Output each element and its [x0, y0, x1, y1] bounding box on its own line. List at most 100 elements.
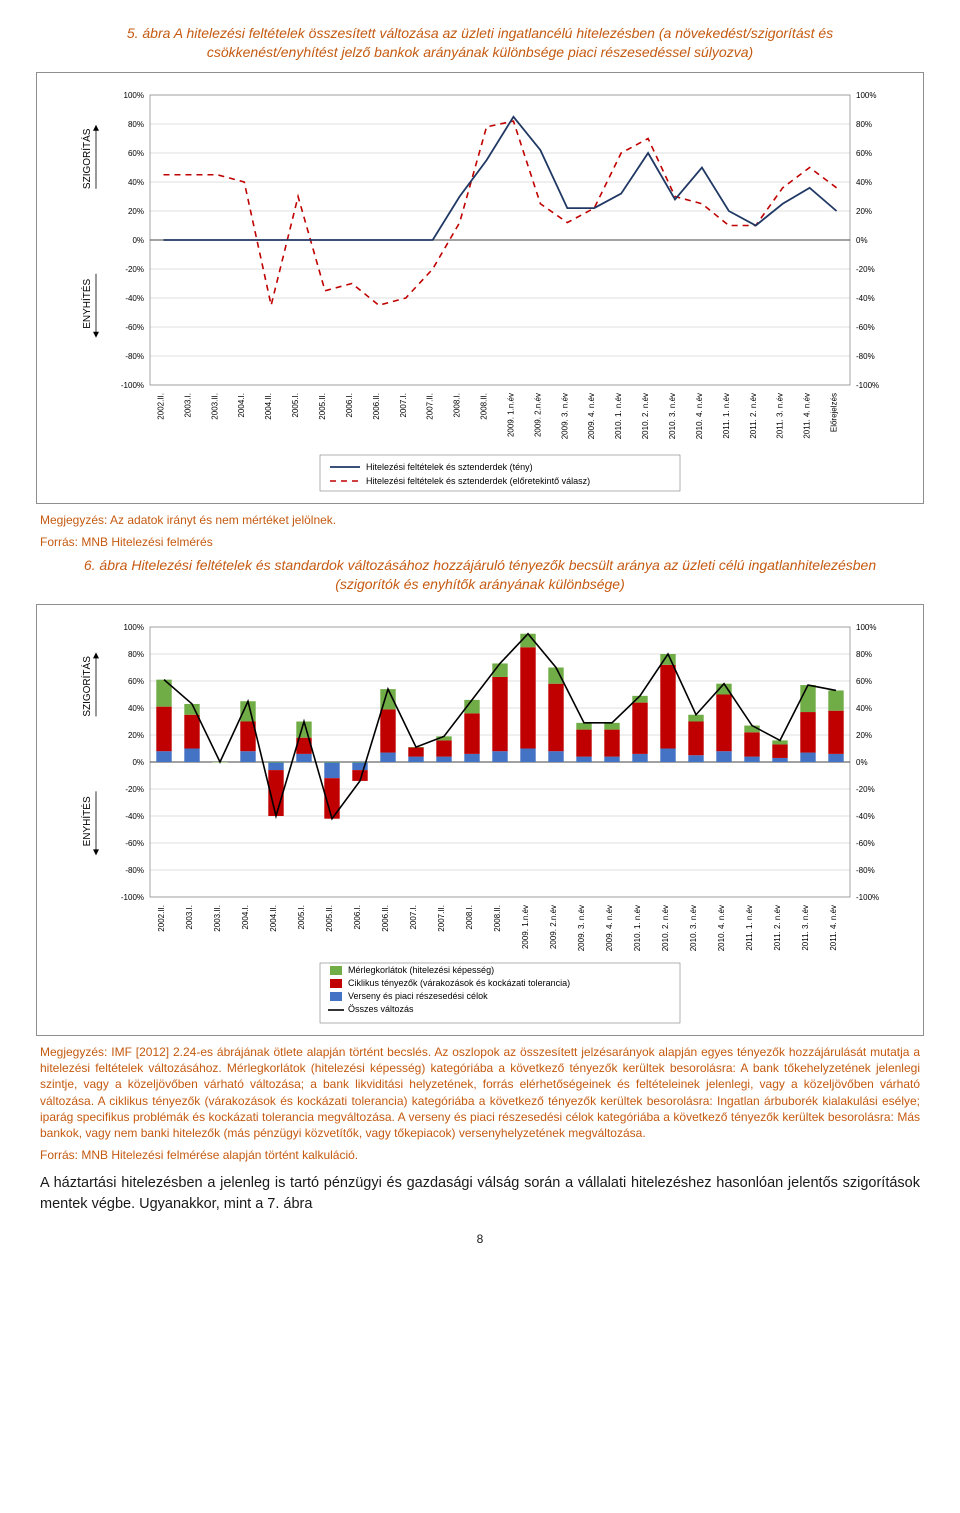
page-number: 8: [36, 1232, 924, 1246]
svg-text:2010. 1. n.év: 2010. 1. n.év: [614, 393, 623, 439]
svg-text:2009. 1.n.év: 2009. 1.n.év: [506, 393, 515, 437]
svg-text:2009. 3. n.év: 2009. 3. n.év: [560, 393, 569, 439]
svg-text:2010. 3. n.év: 2010. 3. n.év: [668, 393, 677, 439]
svg-text:20%: 20%: [856, 731, 872, 740]
figure5-chart-container: 100%100%80%80%60%60%40%40%20%20%0%0%-20%…: [36, 72, 924, 504]
svg-text:40%: 40%: [128, 178, 144, 187]
svg-text:-20%: -20%: [856, 785, 875, 794]
svg-text:100%: 100%: [856, 623, 876, 632]
svg-text:2011. 1. n.év: 2011. 1. n.év: [745, 905, 754, 951]
svg-text:-40%: -40%: [856, 294, 875, 303]
svg-text:2007.I.: 2007.I.: [409, 905, 418, 929]
svg-text:100%: 100%: [124, 623, 144, 632]
svg-text:Hitelezési feltételek és szten: Hitelezési feltételek és sztenderdek (té…: [366, 462, 533, 472]
svg-text:ENYHÍTÉS: ENYHÍTÉS: [80, 796, 93, 846]
svg-text:2004.I.: 2004.I.: [237, 393, 246, 417]
svg-text:80%: 80%: [856, 650, 872, 659]
svg-text:2006.I.: 2006.I.: [353, 905, 362, 929]
svg-text:2010. 2. n.év: 2010. 2. n.év: [661, 905, 670, 951]
figure5-note2: Forrás: MNB Hitelezési felmérés: [40, 534, 920, 550]
figure6-note1: Megjegyzés: IMF [2012] 2.24-es ábrájának…: [40, 1044, 920, 1141]
figure5-note1: Megjegyzés: Az adatok irányt és nem mért…: [40, 512, 920, 528]
svg-text:40%: 40%: [856, 178, 872, 187]
svg-text:-20%: -20%: [125, 265, 144, 274]
svg-text:-100%: -100%: [121, 893, 144, 902]
svg-text:SZIGORÍTÁS: SZIGORÍTÁS: [80, 656, 93, 717]
svg-text:-40%: -40%: [125, 812, 144, 821]
svg-text:2008.I.: 2008.I.: [465, 905, 474, 929]
svg-text:-100%: -100%: [121, 381, 144, 390]
svg-text:2003.I.: 2003.I.: [185, 905, 194, 929]
svg-text:2009. 4. n.év: 2009. 4. n.év: [605, 905, 614, 951]
svg-text:2009. 1.n.év: 2009. 1.n.év: [521, 905, 530, 949]
svg-text:2009. 2.n.év: 2009. 2.n.év: [549, 905, 558, 949]
svg-text:2011. 3. n.év: 2011. 3. n.év: [776, 393, 785, 439]
svg-text:80%: 80%: [128, 650, 144, 659]
svg-text:2007.I.: 2007.I.: [399, 393, 408, 417]
svg-text:2003.I.: 2003.I.: [183, 393, 192, 417]
svg-text:2008.II.: 2008.II.: [493, 905, 502, 932]
svg-text:2006.II.: 2006.II.: [372, 393, 381, 420]
svg-text:2004.II.: 2004.II.: [264, 393, 273, 420]
svg-text:20%: 20%: [128, 731, 144, 740]
svg-text:2003.II.: 2003.II.: [210, 393, 219, 420]
figure6-chart: 100%100%80%80%60%60%40%40%20%20%0%0%-20%…: [70, 617, 890, 1027]
svg-text:-60%: -60%: [125, 323, 144, 332]
svg-text:Mérlegkorlátok (hitelezési kép: Mérlegkorlátok (hitelezési képesség): [348, 965, 494, 975]
svg-text:2011. 4. n.év: 2011. 4. n.év: [829, 905, 838, 951]
svg-text:60%: 60%: [128, 149, 144, 158]
svg-text:80%: 80%: [128, 120, 144, 129]
svg-text:-20%: -20%: [125, 785, 144, 794]
svg-text:2005.II.: 2005.II.: [325, 905, 334, 932]
svg-text:SZIGORÍTÁS: SZIGORÍTÁS: [80, 128, 93, 189]
svg-text:2009. 3. n.év: 2009. 3. n.év: [577, 905, 586, 951]
svg-text:-60%: -60%: [125, 839, 144, 848]
svg-text:0%: 0%: [856, 236, 868, 245]
svg-text:2003.II.: 2003.II.: [213, 905, 222, 932]
svg-text:100%: 100%: [124, 91, 144, 100]
svg-text:2005.I.: 2005.I.: [297, 905, 306, 929]
figure6-note2: Forrás: MNB Hitelezési felmérése alapján…: [40, 1147, 920, 1163]
svg-text:Hitelezési feltételek és szten: Hitelezési feltételek és sztenderdek (el…: [366, 476, 590, 486]
svg-text:2011. 1. n.év: 2011. 1. n.év: [722, 393, 731, 439]
svg-text:2005.I.: 2005.I.: [291, 393, 300, 417]
svg-text:2009. 2.n.év: 2009. 2.n.év: [533, 393, 542, 437]
svg-text:2010. 1. n.év: 2010. 1. n.év: [633, 905, 642, 951]
svg-text:-80%: -80%: [856, 352, 875, 361]
svg-text:2007.II.: 2007.II.: [426, 393, 435, 420]
svg-text:-40%: -40%: [125, 294, 144, 303]
svg-text:2010. 4. n.év: 2010. 4. n.év: [717, 905, 726, 951]
svg-text:2008.II.: 2008.II.: [480, 393, 489, 420]
svg-text:0%: 0%: [132, 758, 144, 767]
svg-text:Összes változás: Összes változás: [348, 1004, 414, 1014]
svg-text:2004.II.: 2004.II.: [269, 905, 278, 932]
svg-text:40%: 40%: [856, 704, 872, 713]
svg-text:2009. 4. n.év: 2009. 4. n.év: [587, 393, 596, 439]
svg-text:2011. 2. n.év: 2011. 2. n.év: [749, 393, 758, 439]
figure5-chart: 100%100%80%80%60%60%40%40%20%20%0%0%-20%…: [70, 85, 890, 495]
svg-text:-80%: -80%: [856, 866, 875, 875]
svg-text:2011. 4. n.év: 2011. 4. n.év: [803, 393, 812, 439]
svg-text:2011. 3. n.év: 2011. 3. n.év: [801, 905, 810, 951]
svg-text:100%: 100%: [856, 91, 876, 100]
svg-text:2004.I.: 2004.I.: [241, 905, 250, 929]
svg-text:20%: 20%: [128, 207, 144, 216]
figure6-title: 6. ábra Hitelezési feltételek és standar…: [70, 556, 890, 594]
svg-text:ENYHÍTÉS: ENYHÍTÉS: [80, 278, 93, 328]
svg-text:Verseny és piaci részesedési c: Verseny és piaci részesedési célok: [348, 991, 488, 1001]
svg-text:Előrejelzés: Előrejelzés: [830, 393, 839, 432]
svg-text:Ciklikus tényezők (várakozások: Ciklikus tényezők (várakozások és kockáz…: [348, 978, 570, 988]
svg-text:-60%: -60%: [856, 839, 875, 848]
svg-text:2011. 2. n.év: 2011. 2. n.év: [773, 905, 782, 951]
svg-text:2008.I.: 2008.I.: [453, 393, 462, 417]
svg-text:2007.II.: 2007.II.: [437, 905, 446, 932]
svg-text:-100%: -100%: [856, 381, 879, 390]
svg-text:80%: 80%: [856, 120, 872, 129]
svg-text:0%: 0%: [132, 236, 144, 245]
svg-text:60%: 60%: [856, 149, 872, 158]
figure6-chart-container: 100%100%80%80%60%60%40%40%20%20%0%0%-20%…: [36, 604, 924, 1036]
body-paragraph: A háztartási hitelezésben a jelenleg is …: [40, 1173, 920, 1214]
svg-text:-80%: -80%: [125, 352, 144, 361]
svg-text:2005.II.: 2005.II.: [318, 393, 327, 420]
svg-text:2010. 3. n.év: 2010. 3. n.év: [689, 905, 698, 951]
